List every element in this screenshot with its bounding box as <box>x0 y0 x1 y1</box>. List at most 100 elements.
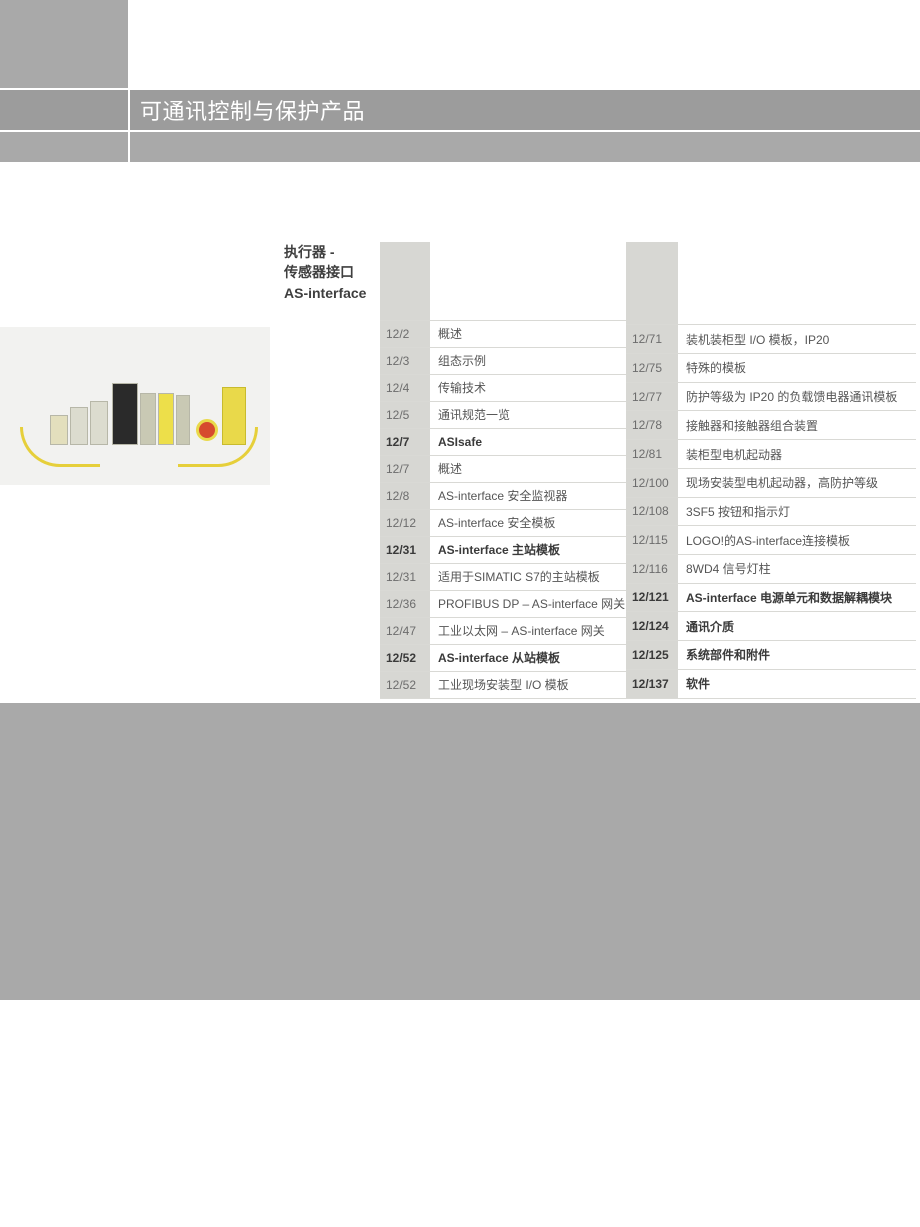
index-row: 12/7概述 <box>380 455 626 482</box>
index-page-number: 12/100 <box>626 468 678 497</box>
header-title-left-cell <box>0 90 130 130</box>
index-page-number: 12/3 <box>380 347 430 374</box>
index-page-number: 12/7 <box>380 428 430 455</box>
index-page-number: 12/5 <box>380 401 430 428</box>
index-description: 概述 <box>430 320 626 347</box>
index-header-row <box>380 242 626 320</box>
index-row: 12/31AS-interface 主站模板 <box>380 536 626 563</box>
index-page-number: 12/4 <box>380 374 430 401</box>
index-page-number: 12/108 <box>626 497 678 526</box>
index-description: 现场安装型电机起动器，高防护等级 <box>678 468 916 497</box>
index-description: 通讯规范一览 <box>430 401 626 428</box>
index-row: 12/71装机装柜型 I/O 模板，IP20 <box>626 325 916 354</box>
index-row: 12/2概述 <box>380 320 626 347</box>
index-row: 12/5通讯规范一览 <box>380 401 626 428</box>
index-row: 12/52AS-interface 从站模板 <box>380 644 626 671</box>
index-row: 12/3组态示例 <box>380 347 626 374</box>
index-description: AS-interface 电源单元和数据解耦模块 <box>678 583 916 612</box>
index-description: 接触器和接触器组合装置 <box>678 411 916 440</box>
index-description: ASIsafe <box>430 428 626 455</box>
index-description: AS-interface 从站模板 <box>430 644 626 671</box>
index-description: 组态示例 <box>430 347 626 374</box>
index-description: 软件 <box>678 669 916 698</box>
module-icon <box>50 415 68 445</box>
index-description: 装柜型电机起动器 <box>678 440 916 469</box>
module-icon <box>90 401 108 445</box>
index-table-right: 12/71装机装柜型 I/O 模板，IP2012/75特殊的模板12/77防护等… <box>626 242 916 699</box>
index-page-number: 12/2 <box>380 320 430 347</box>
index-row: 12/100现场安装型电机起动器，高防护等级 <box>626 468 916 497</box>
section-title-line: AS-interface <box>284 285 366 301</box>
module-icon <box>158 393 174 445</box>
header-top-left-cell <box>0 0 130 88</box>
index-row: 12/137软件 <box>626 669 916 698</box>
index-page-number: 12/47 <box>380 617 430 644</box>
index-description: 防护等级为 IP20 的负载馈电器通讯模板 <box>678 382 916 411</box>
index-header-desc-cell <box>430 242 626 320</box>
module-icon <box>140 393 156 445</box>
index-row: 12/52工业现场安装型 I/O 模板 <box>380 671 626 698</box>
footer-band <box>0 703 920 1000</box>
index-page-number: 12/75 <box>626 354 678 383</box>
index-row: 12/31适用于SIMATIC S7的主站模板 <box>380 563 626 590</box>
index-row: 12/1168WD4 信号灯柱 <box>626 554 916 583</box>
index-description: 系统部件和附件 <box>678 640 916 669</box>
index-row: 12/7ASIsafe <box>380 428 626 455</box>
cable-icon <box>178 427 258 467</box>
section-title: 执行器 - 传感器接口 AS-interface <box>284 242 380 303</box>
index-table-left: 12/2概述12/3组态示例12/4传输技术12/5通讯规范一览12/7ASIs… <box>380 242 626 699</box>
module-icon <box>70 407 88 445</box>
header-top-right-cell <box>130 0 920 88</box>
index-page-number: 12/31 <box>380 563 430 590</box>
index-page-number: 12/7 <box>380 455 430 482</box>
index-page-number: 12/12 <box>380 509 430 536</box>
left-column <box>0 242 278 699</box>
index-page-number: 12/116 <box>626 554 678 583</box>
index-row: 12/1083SF5 按钮和指示灯 <box>626 497 916 526</box>
index-description: 3SF5 按钮和指示灯 <box>678 497 916 526</box>
index-row: 12/12AS-interface 安全模板 <box>380 509 626 536</box>
product-thumbnail <box>0 327 270 485</box>
index-page-number: 12/52 <box>380 671 430 698</box>
section-title-column: 执行器 - 传感器接口 AS-interface <box>278 242 380 699</box>
index-header-desc-cell <box>678 242 916 325</box>
index-description: 特殊的模板 <box>678 354 916 383</box>
index-row: 12/8AS-interface 安全监视器 <box>380 482 626 509</box>
index-header-page-cell <box>626 242 678 325</box>
index-row: 12/75特殊的模板 <box>626 354 916 383</box>
index-row: 12/36PROFIBUS DP – AS-interface 网关 <box>380 590 626 617</box>
header-strip-right-cell <box>130 132 920 162</box>
index-page-number: 12/8 <box>380 482 430 509</box>
index-description: 适用于SIMATIC S7的主站模板 <box>430 563 626 590</box>
index-row: 12/121AS-interface 电源单元和数据解耦模块 <box>626 583 916 612</box>
body: 执行器 - 传感器接口 AS-interface 12/2概述12/3组态示例1… <box>0 162 920 699</box>
index-page-number: 12/31 <box>380 536 430 563</box>
index-row: 12/4传输技术 <box>380 374 626 401</box>
header-strip-band <box>0 132 920 162</box>
index-page-number: 12/78 <box>626 411 678 440</box>
index-description: AS-interface 安全监视器 <box>430 482 626 509</box>
header-top-band <box>0 0 920 88</box>
index-description: AS-interface 安全模板 <box>430 509 626 536</box>
index-page-number: 12/36 <box>380 590 430 617</box>
index-description: AS-interface 主站模板 <box>430 536 626 563</box>
module-icon <box>112 383 138 445</box>
index-columns: 12/2概述12/3组态示例12/4传输技术12/5通讯规范一览12/7ASIs… <box>380 242 920 699</box>
section-title-line: 执行器 - <box>284 244 335 260</box>
index-page-number: 12/137 <box>626 669 678 698</box>
index-description: 装机装柜型 I/O 模板，IP20 <box>678 325 916 354</box>
index-page-number: 12/115 <box>626 526 678 555</box>
index-page-number: 12/71 <box>626 325 678 354</box>
index-row: 12/115 LOGO!的AS-interface连接模板 <box>626 526 916 555</box>
index-row: 12/124通讯介质 <box>626 612 916 641</box>
index-page-number: 12/124 <box>626 612 678 641</box>
index-description: 传输技术 <box>430 374 626 401</box>
index-description: 8WD4 信号灯柱 <box>678 554 916 583</box>
index-page-number: 12/125 <box>626 640 678 669</box>
index-page-number: 12/52 <box>380 644 430 671</box>
index-row: 12/78接触器和接触器组合装置 <box>626 411 916 440</box>
index-header-page-cell <box>380 242 430 320</box>
index-header-row <box>626 242 916 325</box>
index-row: 12/77防护等级为 IP20 的负载馈电器通讯模板 <box>626 382 916 411</box>
index-description: 概述 <box>430 455 626 482</box>
